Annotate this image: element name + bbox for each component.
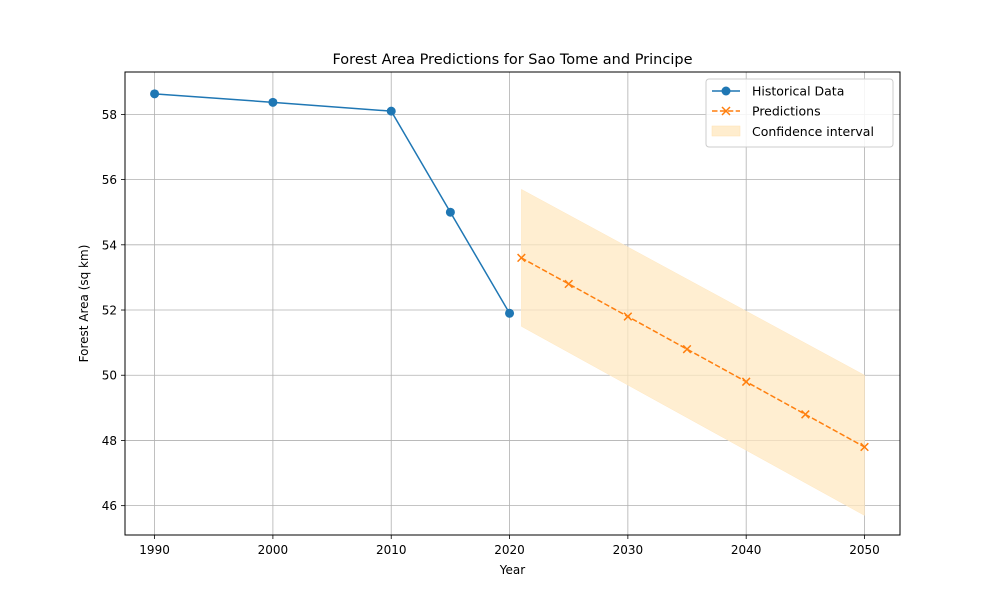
x-axis: 1990 2000 2010 2020 2030 2040 2050 [139,535,880,557]
legend-box [705,78,894,148]
data-point [564,279,574,289]
data-point [445,207,455,217]
x-tick-label: 2040 [731,543,762,557]
x-tick-label: 1990 [139,543,170,557]
data-point [623,312,633,321]
y-tick-label: 48 [102,434,117,448]
x-tick-label: 2030 [613,543,644,557]
data-point [268,97,278,107]
y-axis: 46 48 50 52 54 56 58 [102,108,125,513]
legend-predictions-label: Predictions [752,104,821,119]
x-tick-label: 2020 [494,543,525,557]
legend-confidence-swatch [711,125,741,137]
legend-predictions-marker [721,106,731,116]
data-point [386,106,396,116]
y-tick-label: 46 [102,499,117,513]
series-predictions [517,253,869,452]
y-tick-label: 52 [102,304,117,318]
y-tick-label: 56 [102,173,117,187]
data-point [505,308,515,318]
data-point [682,344,692,354]
x-axis-label: Year [499,563,525,577]
data-point [860,442,869,452]
x-tick-label: 2000 [258,543,289,557]
confidence-band [521,188,865,516]
y-tick-label: 58 [102,108,117,122]
y-axis-label: Forest Area (sq km) [77,245,91,363]
x-tick-label: 2050 [849,543,880,557]
plot-frame [124,71,901,536]
legend-confidence-label: Confidence interval [752,124,874,139]
series-layer [150,89,869,452]
confidence-interval-band [521,188,865,516]
data-point [801,410,810,419]
chart-title: Forest Area Predictions for Sao Tome and… [332,52,692,68]
data-point [150,89,160,99]
legend-historical-label: Historical Data [752,84,844,99]
series-historical [150,89,515,318]
legend-historical-marker [721,86,731,96]
y-tick-label: 50 [102,369,117,383]
data-point [517,253,526,263]
data-point [741,377,751,387]
y-tick-label: 54 [102,238,117,252]
x-tick-label: 2010 [376,543,407,557]
legend: Historical Data Predictions Confidence i… [705,78,894,148]
